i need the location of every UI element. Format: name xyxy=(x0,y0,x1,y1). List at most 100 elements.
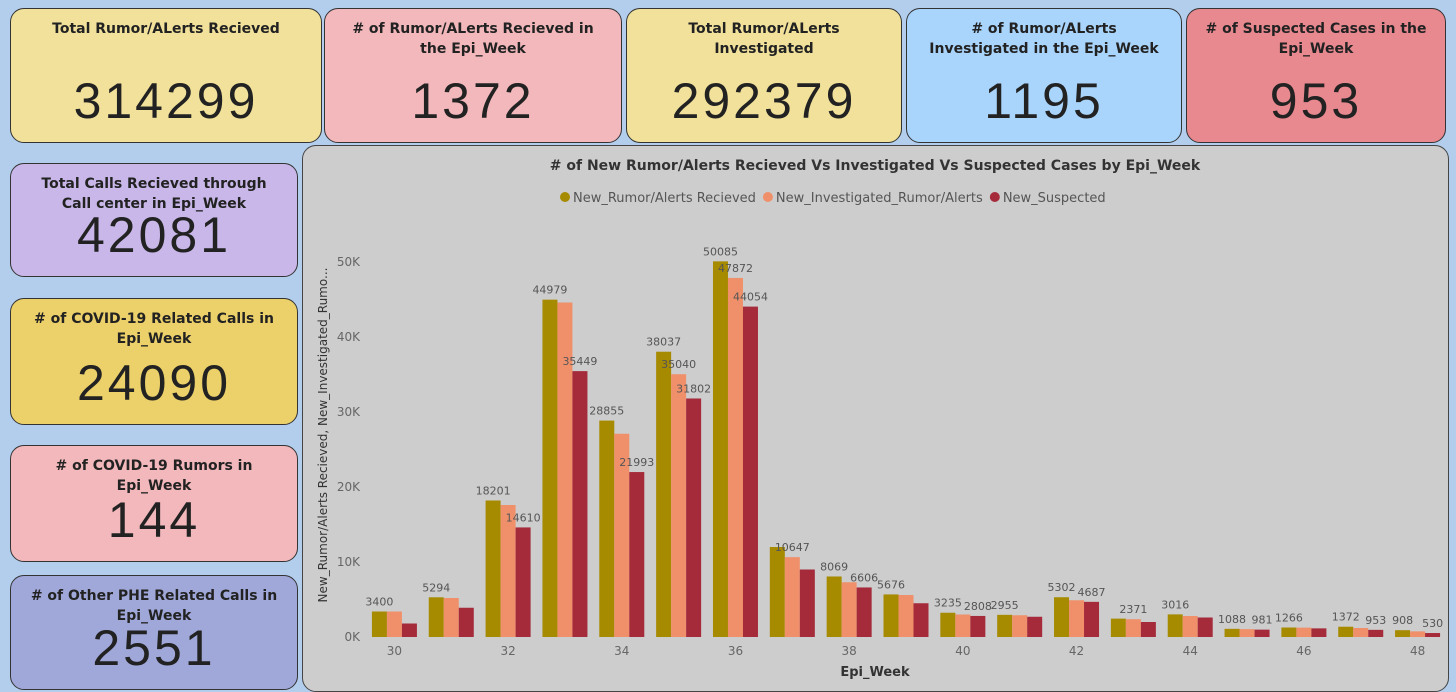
kpi-value: 2551 xyxy=(92,620,216,676)
data-label: 1372 xyxy=(1332,611,1360,624)
legend-marker xyxy=(762,192,773,202)
data-label: 35449 xyxy=(562,355,597,368)
kpi-card: # of Rumor/ALerts Investigated in the Ep… xyxy=(906,8,1182,143)
bar xyxy=(428,597,444,637)
bar xyxy=(913,603,929,637)
bar xyxy=(572,371,588,637)
kpi-card: # of COVID-19 Rumors in Epi_Week 144 xyxy=(10,445,298,562)
bar xyxy=(686,398,702,637)
data-label: 47872 xyxy=(718,262,753,275)
data-label: 5302 xyxy=(1048,581,1076,594)
bar xyxy=(940,612,956,637)
data-label: 21993 xyxy=(619,456,654,469)
data-label: 31802 xyxy=(676,382,711,395)
kpi-title: # of Suspected Cases in the Epi_Week xyxy=(1205,21,1427,57)
legend-marker xyxy=(989,192,1000,202)
data-label: 2955 xyxy=(991,599,1019,612)
y-axis-title: New_Rumor/Alerts Recieved, New_Investiga… xyxy=(316,268,330,603)
bar xyxy=(1125,619,1141,637)
bar xyxy=(799,569,815,637)
kpi-card: # of Suspected Cases in the Epi_Week 953 xyxy=(1186,8,1446,143)
data-label: 530 xyxy=(1422,617,1443,630)
bar xyxy=(883,594,899,637)
data-label: 38037 xyxy=(646,336,681,349)
bar xyxy=(1281,627,1297,637)
kpi-card: # of Other PHE Related Calls in Epi_Week… xyxy=(10,575,298,690)
bar xyxy=(898,595,914,637)
x-tick-label: 32 xyxy=(500,644,515,658)
bar xyxy=(997,614,1013,637)
bar xyxy=(401,623,417,637)
data-label: 4687 xyxy=(1078,586,1106,599)
bar xyxy=(614,433,630,637)
y-tick-label: 20K xyxy=(337,480,361,494)
bar xyxy=(1140,622,1156,637)
kpi-value: 1372 xyxy=(411,73,535,129)
bar xyxy=(1239,629,1255,637)
kpi-value: 292379 xyxy=(671,73,857,129)
bar xyxy=(841,582,857,637)
kpi-card: Total Rumor/ALerts Recieved 314299 xyxy=(10,8,322,143)
kpi-value: 953 xyxy=(1269,73,1363,129)
data-label: 28855 xyxy=(589,405,624,418)
bar xyxy=(1338,626,1354,637)
data-label: 2371 xyxy=(1119,603,1147,616)
kpi-value: 314299 xyxy=(73,73,259,129)
x-tick-label: 38 xyxy=(842,644,857,658)
x-tick-label: 40 xyxy=(955,644,970,658)
data-label: 953 xyxy=(1365,614,1386,627)
data-label: 5294 xyxy=(422,581,450,594)
bar xyxy=(1368,629,1384,637)
bar xyxy=(1027,616,1043,637)
legend-label: New_Rumor/Alerts Recieved xyxy=(573,191,756,206)
bar xyxy=(1069,600,1085,637)
data-label: 908 xyxy=(1392,614,1413,627)
legend-marker xyxy=(560,192,570,202)
kpi-card: Total Rumor/ALerts Investigated 292379 xyxy=(626,8,902,143)
bar xyxy=(458,607,474,637)
bar xyxy=(515,527,531,637)
data-label: 981 xyxy=(1252,614,1273,627)
kpi-title: Total Calls Recieved through Call center… xyxy=(41,176,267,212)
data-label: 8069 xyxy=(820,560,848,573)
bar xyxy=(485,500,501,637)
x-tick-label: 48 xyxy=(1410,644,1425,658)
data-label: 44054 xyxy=(733,291,768,304)
bar xyxy=(955,614,971,637)
data-label: 10647 xyxy=(775,541,810,554)
data-label: 44979 xyxy=(532,284,567,297)
kpi-title: # of Other PHE Related Calls in Epi_Week xyxy=(30,588,278,624)
y-tick-label: 10K xyxy=(337,555,361,569)
y-tick-label: 40K xyxy=(337,330,361,344)
x-tick-label: 36 xyxy=(728,644,743,658)
bar xyxy=(1084,601,1100,637)
bar xyxy=(542,299,558,637)
kpi-title: # of COVID-19 Rumors in Epi_Week xyxy=(55,458,253,494)
kpi-value: 24090 xyxy=(76,355,232,411)
bar xyxy=(671,374,687,637)
bar xyxy=(769,547,785,637)
bar xyxy=(1296,627,1312,637)
data-label: 3400 xyxy=(365,596,393,609)
data-label: 35040 xyxy=(661,358,696,371)
bar xyxy=(629,472,645,637)
bar xyxy=(1353,628,1369,637)
bar xyxy=(712,261,728,637)
bar xyxy=(1110,618,1126,637)
bar xyxy=(656,351,672,637)
data-label: 6606 xyxy=(850,571,878,584)
bar xyxy=(784,557,800,637)
kpi-title: Total Rumor/ALerts Recieved xyxy=(52,21,280,37)
bar xyxy=(1182,616,1198,637)
data-label: 2808 xyxy=(964,600,992,613)
kpi-card: Total Calls Recieved through Call center… xyxy=(10,163,298,277)
kpi-value: 1195 xyxy=(984,73,1104,129)
kpi-title: # of Rumor/ALerts Recieved in the Epi_We… xyxy=(352,21,594,57)
data-label: 5676 xyxy=(877,578,905,591)
kpi-title: Total Rumor/ALerts Investigated xyxy=(688,21,840,57)
data-label: 14610 xyxy=(506,511,541,524)
bar xyxy=(1167,614,1183,637)
kpi-card: # of COVID-19 Related Calls in Epi_Week 2… xyxy=(10,298,298,425)
bar xyxy=(1311,628,1327,637)
